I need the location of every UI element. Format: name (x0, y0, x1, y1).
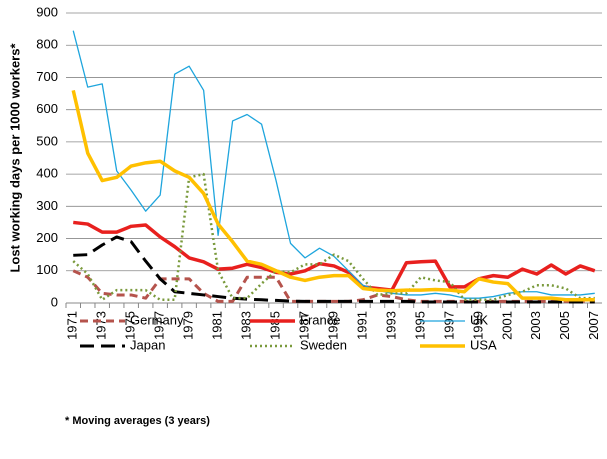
x-tick-label: 1985 (267, 311, 282, 340)
x-tick-label: 1983 (239, 311, 254, 340)
x-tick-label: 1981 (210, 311, 225, 340)
legend-label: Sweden (300, 337, 347, 352)
x-tick-label: 1971 (65, 311, 80, 340)
x-tick-label: 1993 (383, 311, 398, 340)
x-tick-label: 2001 (499, 311, 514, 340)
series-line (71, 89, 595, 302)
series-line (72, 30, 595, 299)
y-tick-label: 100 (36, 262, 58, 277)
footnote: * Moving averages (3 years) (65, 415, 210, 427)
y-tick-label: 900 (36, 4, 58, 19)
series-line (73, 235, 595, 304)
x-tick-label: 2007 (586, 311, 601, 340)
x-tick-label: 1999 (470, 311, 485, 340)
series-line (73, 220, 596, 292)
x-tick-label: 2005 (557, 311, 572, 340)
x-tick-label: 1977 (152, 311, 167, 340)
x-tick-label: 1989 (325, 311, 340, 340)
y-tick-label: 800 (36, 37, 58, 52)
y-tick-label: 400 (36, 166, 58, 181)
legend-label: France (300, 312, 340, 327)
x-tick-label: 1997 (441, 311, 456, 340)
legend-label: Japan (130, 337, 165, 352)
legend-label: UK (470, 312, 488, 327)
x-tick-label: 1975 (123, 311, 138, 340)
x-tick-label: 1973 (94, 311, 109, 340)
y-tick-label: 200 (36, 230, 58, 245)
x-tick-label: 1987 (296, 311, 311, 340)
y-axis-title: Lost working days per 1000 workers* (7, 43, 22, 273)
y-tick-label: 700 (36, 69, 58, 84)
legend-label: USA (470, 337, 497, 352)
x-tick-label: 1991 (354, 311, 369, 340)
series-line (72, 172, 595, 302)
x-tick-label: 1995 (412, 311, 427, 340)
y-tick-label: 300 (36, 198, 58, 213)
y-tick-label: 600 (36, 101, 58, 116)
x-tick-label: 2003 (528, 311, 543, 340)
x-tick-label: 1979 (181, 311, 196, 340)
legend-label: Germany (130, 312, 184, 327)
y-tick-label: 0 (51, 294, 58, 309)
y-tick-label: 500 (36, 133, 58, 148)
